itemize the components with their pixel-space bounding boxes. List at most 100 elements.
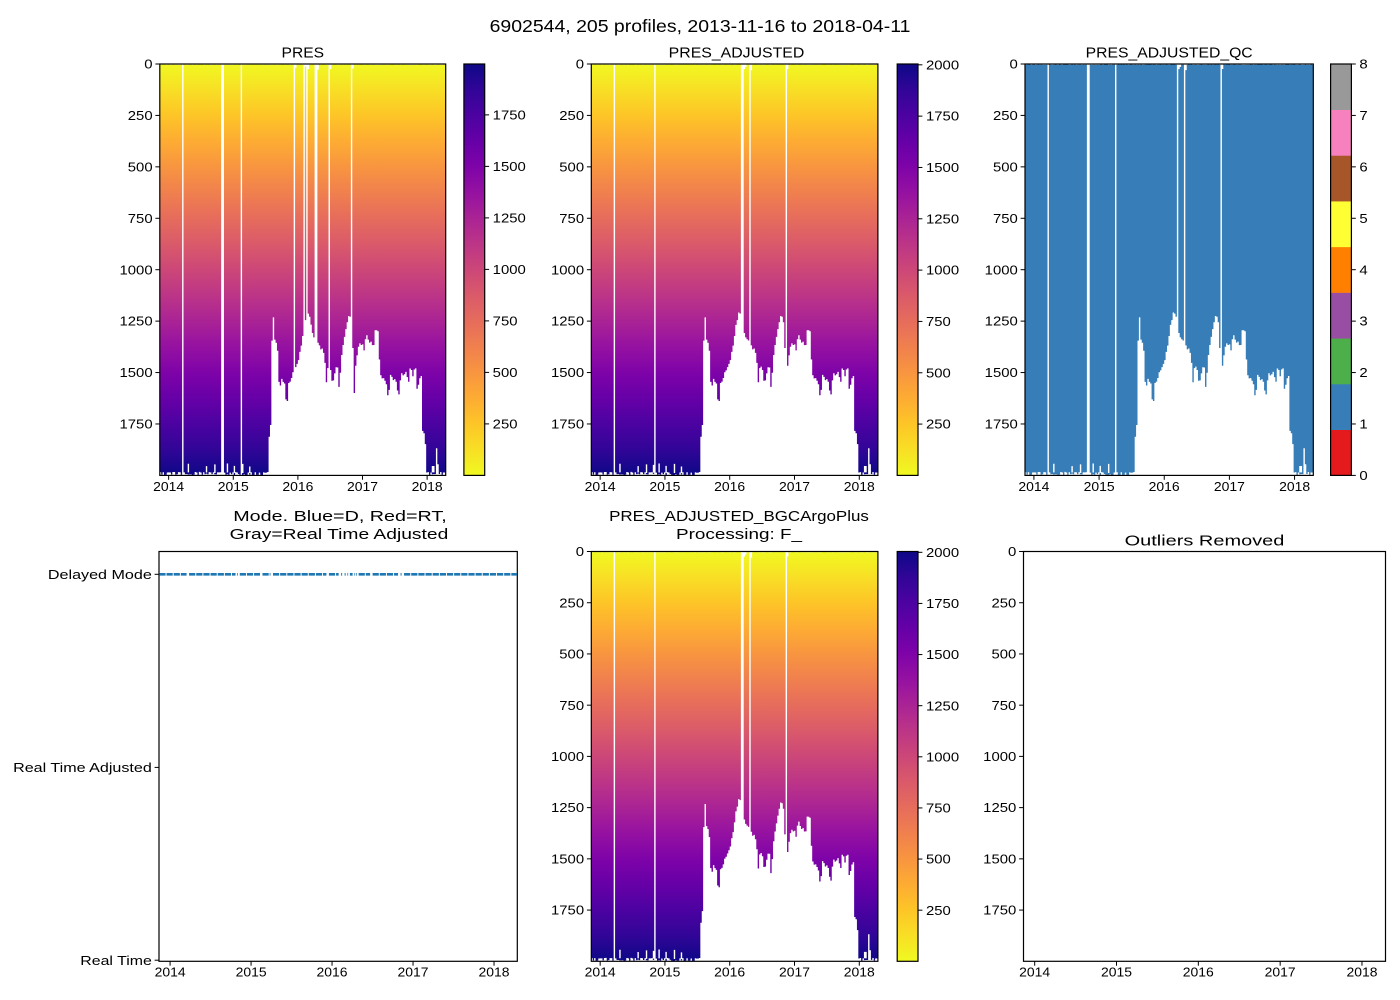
- svg-text:1250: 1250: [926, 698, 959, 713]
- svg-text:500: 500: [992, 647, 1017, 662]
- svg-text:0: 0: [1010, 57, 1018, 72]
- svg-text:2017: 2017: [398, 965, 429, 980]
- svg-text:1500: 1500: [551, 851, 584, 866]
- svg-text:250: 250: [493, 417, 518, 432]
- svg-text:750: 750: [128, 211, 153, 226]
- svg-text:2016: 2016: [282, 479, 313, 494]
- svg-text:2014: 2014: [1019, 965, 1050, 980]
- svg-text:1000: 1000: [551, 262, 584, 277]
- svg-text:2017: 2017: [779, 479, 810, 494]
- svg-text:Outliers Removed: Outliers Removed: [1125, 533, 1285, 550]
- svg-text:1500: 1500: [926, 160, 959, 175]
- svg-text:2015: 2015: [218, 479, 249, 494]
- svg-text:2016: 2016: [317, 965, 348, 980]
- svg-text:2014: 2014: [585, 965, 616, 980]
- svg-text:750: 750: [926, 801, 951, 816]
- svg-text:PRES: PRES: [282, 45, 325, 62]
- svg-text:2017: 2017: [1265, 965, 1296, 980]
- svg-text:2018: 2018: [1347, 965, 1378, 980]
- svg-text:2000: 2000: [926, 57, 959, 72]
- svg-text:PRES_ADJUSTED_BGCArgoPlus: PRES_ADJUSTED_BGCArgoPlus: [609, 508, 869, 525]
- svg-text:1000: 1000: [493, 262, 526, 277]
- svg-text:Delayed Mode: Delayed Mode: [48, 567, 152, 582]
- svg-text:1250: 1250: [120, 314, 153, 329]
- svg-text:Processing: F_: Processing: F_: [676, 526, 803, 543]
- svg-text:500: 500: [559, 159, 584, 174]
- svg-text:2014: 2014: [155, 965, 186, 980]
- svg-text:1750: 1750: [551, 903, 584, 918]
- svg-text:0: 0: [576, 57, 584, 72]
- svg-text:750: 750: [559, 211, 584, 226]
- svg-text:1250: 1250: [985, 314, 1018, 329]
- svg-text:1: 1: [1359, 417, 1367, 432]
- svg-text:7: 7: [1359, 108, 1367, 123]
- svg-text:1000: 1000: [985, 262, 1018, 277]
- svg-text:1500: 1500: [120, 365, 153, 380]
- svg-text:2018: 2018: [1279, 479, 1310, 494]
- svg-text:2014: 2014: [153, 479, 184, 494]
- svg-text:6: 6: [1359, 160, 1367, 175]
- svg-text:500: 500: [559, 647, 584, 662]
- svg-text:1750: 1750: [926, 109, 959, 124]
- svg-text:1250: 1250: [926, 211, 959, 226]
- svg-text:1500: 1500: [926, 647, 959, 662]
- svg-text:250: 250: [926, 417, 951, 432]
- svg-text:250: 250: [992, 595, 1017, 610]
- svg-text:500: 500: [493, 365, 518, 380]
- svg-text:250: 250: [559, 108, 584, 123]
- svg-text:2018: 2018: [844, 479, 875, 494]
- svg-text:4: 4: [1359, 262, 1367, 277]
- svg-text:250: 250: [926, 903, 951, 918]
- svg-text:2014: 2014: [585, 479, 616, 494]
- svg-text:2015: 2015: [649, 965, 680, 980]
- svg-text:1000: 1000: [926, 749, 959, 764]
- svg-text:2017: 2017: [779, 965, 810, 980]
- svg-text:2015: 2015: [1084, 479, 1115, 494]
- svg-text:6902544, 205 profiles, 2013-11: 6902544, 205 profiles, 2013-11-16 to 201…: [490, 16, 911, 36]
- svg-text:8: 8: [1359, 57, 1367, 72]
- svg-text:2015: 2015: [1101, 965, 1132, 980]
- svg-text:1500: 1500: [551, 365, 584, 380]
- svg-text:1750: 1750: [493, 108, 526, 123]
- svg-text:750: 750: [993, 211, 1018, 226]
- svg-text:1000: 1000: [983, 749, 1016, 764]
- svg-text:500: 500: [926, 852, 951, 867]
- svg-text:Gray=Real Time Adjusted: Gray=Real Time Adjusted: [230, 526, 449, 543]
- svg-text:2014: 2014: [1018, 479, 1049, 494]
- svg-text:1500: 1500: [985, 365, 1018, 380]
- svg-text:2017: 2017: [347, 479, 378, 494]
- svg-text:1750: 1750: [985, 417, 1018, 432]
- svg-text:250: 250: [128, 108, 153, 123]
- svg-text:1500: 1500: [493, 159, 526, 174]
- svg-text:2018: 2018: [479, 965, 510, 980]
- svg-text:500: 500: [993, 159, 1018, 174]
- svg-text:1250: 1250: [551, 800, 584, 815]
- svg-text:Real Time Adjusted: Real Time Adjusted: [13, 760, 152, 775]
- svg-text:500: 500: [926, 365, 951, 380]
- svg-text:1000: 1000: [926, 263, 959, 278]
- svg-text:2017: 2017: [1214, 479, 1245, 494]
- svg-text:Real Time: Real Time: [80, 953, 152, 968]
- svg-text:2018: 2018: [844, 965, 875, 980]
- svg-text:1000: 1000: [120, 262, 153, 277]
- svg-text:1750: 1750: [926, 596, 959, 611]
- svg-text:250: 250: [993, 108, 1018, 123]
- svg-text:PRES_ADJUSTED_QC: PRES_ADJUSTED_QC: [1086, 45, 1253, 62]
- svg-text:500: 500: [128, 159, 153, 174]
- svg-text:1500: 1500: [983, 851, 1016, 866]
- svg-text:750: 750: [559, 698, 584, 713]
- svg-text:2016: 2016: [1183, 965, 1214, 980]
- svg-text:0: 0: [1008, 544, 1016, 559]
- svg-text:0: 0: [576, 544, 584, 559]
- svg-text:1250: 1250: [493, 211, 526, 226]
- svg-text:2018: 2018: [412, 479, 443, 494]
- svg-text:750: 750: [493, 314, 518, 329]
- svg-text:0: 0: [1359, 468, 1367, 483]
- svg-text:2016: 2016: [1149, 479, 1180, 494]
- svg-text:1750: 1750: [120, 417, 153, 432]
- svg-text:5: 5: [1359, 211, 1367, 226]
- svg-text:3: 3: [1359, 314, 1367, 329]
- svg-text:1250: 1250: [983, 800, 1016, 815]
- svg-text:2016: 2016: [714, 965, 745, 980]
- svg-text:750: 750: [926, 314, 951, 329]
